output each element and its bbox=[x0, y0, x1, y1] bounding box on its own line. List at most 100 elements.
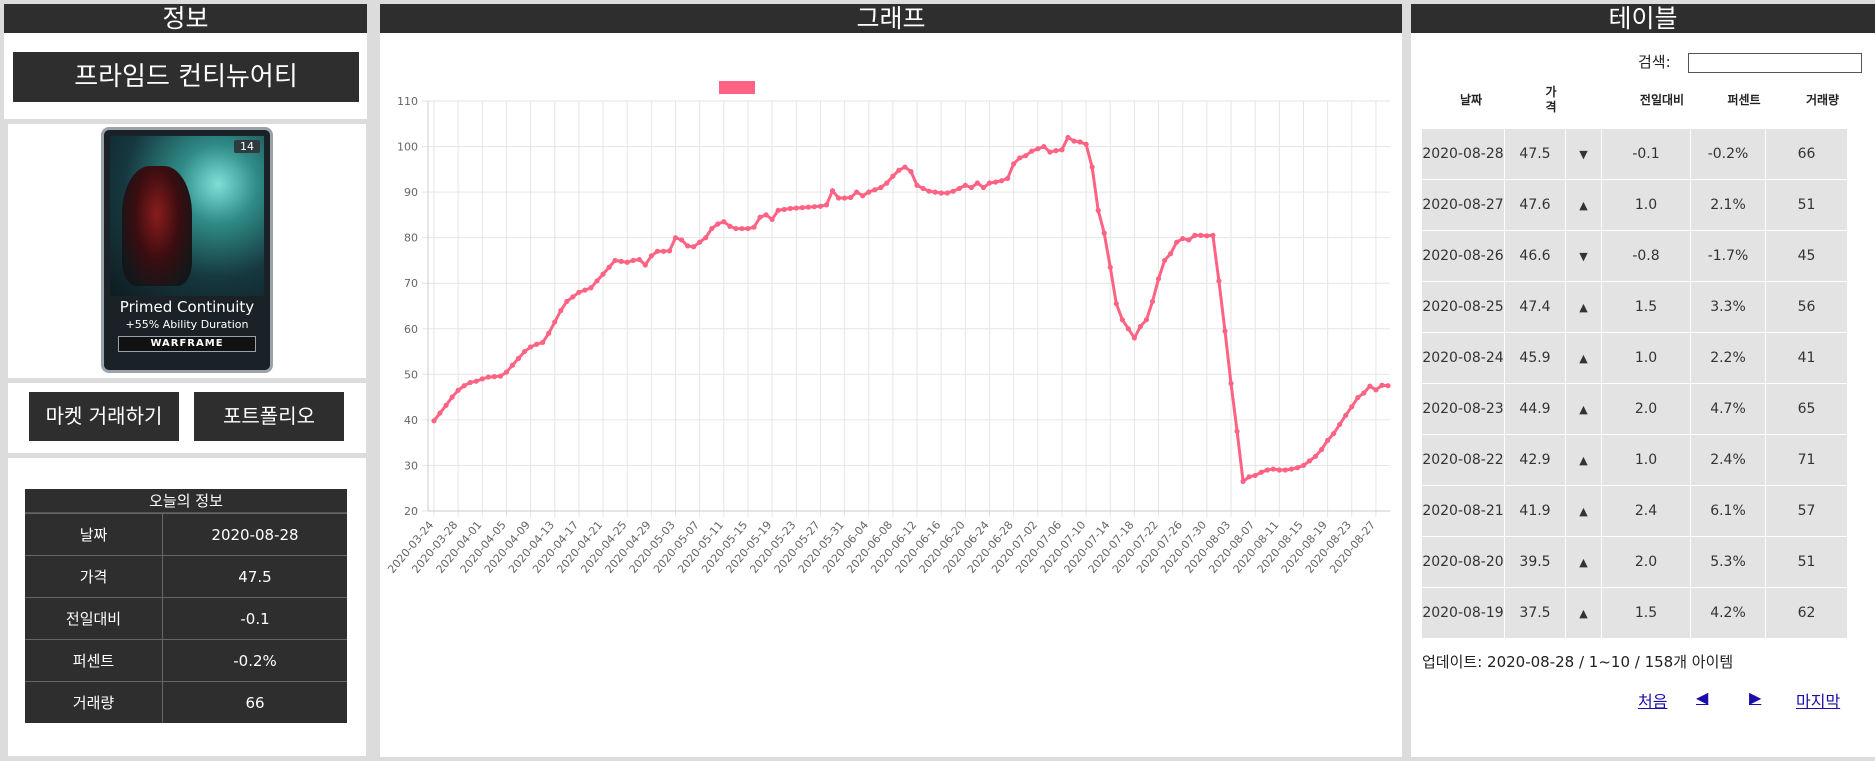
price-point[interactable] bbox=[841, 195, 848, 201]
price-point[interactable] bbox=[860, 193, 866, 199]
price-point[interactable] bbox=[437, 410, 443, 416]
price-point[interactable] bbox=[521, 348, 528, 355]
price-point[interactable] bbox=[926, 188, 932, 194]
price-point[interactable] bbox=[1355, 394, 1361, 401]
price-point[interactable] bbox=[848, 194, 854, 201]
pager-next[interactable]: ▶ bbox=[1749, 688, 1762, 707]
price-point[interactable] bbox=[811, 204, 817, 210]
price-point[interactable] bbox=[1035, 146, 1041, 152]
price-point[interactable] bbox=[1023, 153, 1029, 159]
price-point[interactable] bbox=[630, 257, 636, 264]
price-point[interactable] bbox=[455, 387, 461, 393]
price-point[interactable] bbox=[938, 190, 944, 196]
price-point[interactable] bbox=[1065, 134, 1071, 141]
price-point[interactable] bbox=[962, 182, 968, 188]
price-point[interactable] bbox=[884, 180, 890, 186]
price-point[interactable] bbox=[793, 205, 799, 211]
price-point[interactable] bbox=[703, 235, 709, 241]
price-point[interactable] bbox=[618, 258, 624, 264]
portfolio-button[interactable]: 포트폴리오 bbox=[194, 392, 344, 441]
price-point[interactable] bbox=[715, 221, 721, 227]
price-point[interactable] bbox=[1029, 148, 1035, 154]
col-header-volume[interactable]: 거래량 bbox=[1805, 93, 1840, 107]
price-point[interactable] bbox=[1168, 251, 1174, 257]
pager-prev[interactable]: ◀ bbox=[1696, 688, 1709, 707]
legend-swatch[interactable] bbox=[719, 81, 755, 94]
price-point[interactable] bbox=[1349, 404, 1355, 410]
price-point[interactable] bbox=[872, 187, 878, 193]
price-point[interactable] bbox=[1041, 143, 1047, 150]
price-point[interactable] bbox=[1149, 298, 1156, 305]
price-point[interactable] bbox=[1325, 437, 1331, 443]
price-point[interactable] bbox=[558, 307, 564, 314]
col-header-price[interactable]: 가 격 bbox=[1545, 85, 1557, 114]
price-point[interactable] bbox=[479, 376, 485, 382]
price-point[interactable] bbox=[443, 402, 449, 408]
market-trade-button[interactable]: 마켓 거래하기 bbox=[29, 392, 179, 441]
price-point[interactable] bbox=[1180, 235, 1186, 242]
price-point[interactable] bbox=[654, 248, 661, 254]
price-point[interactable] bbox=[787, 205, 793, 212]
price-point[interactable] bbox=[1059, 147, 1065, 153]
price-point[interactable] bbox=[914, 182, 920, 188]
price-point[interactable] bbox=[1216, 278, 1222, 284]
price-point[interactable] bbox=[624, 259, 630, 265]
col-header-date[interactable]: 날짜 bbox=[1459, 93, 1483, 107]
price-point[interactable] bbox=[1331, 430, 1337, 437]
price-point[interactable] bbox=[1174, 239, 1180, 245]
price-point[interactable] bbox=[1101, 230, 1107, 236]
price-point[interactable] bbox=[1282, 467, 1288, 473]
price-point[interactable] bbox=[678, 237, 685, 243]
price-point[interactable] bbox=[1053, 148, 1059, 154]
price-point[interactable] bbox=[1210, 232, 1216, 238]
price-point[interactable] bbox=[854, 189, 860, 195]
price-point[interactable] bbox=[1252, 472, 1258, 479]
price-point[interactable] bbox=[467, 379, 473, 386]
price-point[interactable] bbox=[582, 287, 588, 293]
price-point[interactable] bbox=[980, 184, 987, 191]
price-point[interactable] bbox=[757, 214, 763, 220]
price-point[interactable] bbox=[733, 225, 739, 232]
price-point[interactable] bbox=[461, 383, 467, 389]
price-point[interactable] bbox=[1186, 237, 1192, 243]
price-point[interactable] bbox=[684, 243, 691, 249]
price-point[interactable] bbox=[636, 256, 642, 263]
price-point[interactable] bbox=[709, 225, 715, 232]
price-point[interactable] bbox=[998, 178, 1005, 184]
price-point[interactable] bbox=[727, 223, 733, 229]
price-point[interactable] bbox=[908, 169, 914, 175]
price-point[interactable] bbox=[920, 185, 926, 192]
price-point[interactable] bbox=[594, 278, 600, 284]
price-point[interactable] bbox=[509, 362, 516, 368]
price-point[interactable] bbox=[817, 203, 824, 209]
price-point[interactable] bbox=[431, 418, 437, 424]
price-point[interactable] bbox=[896, 167, 902, 173]
price-point[interactable] bbox=[956, 185, 962, 192]
price-point[interactable] bbox=[1337, 421, 1343, 428]
price-point[interactable] bbox=[739, 225, 745, 232]
price-point[interactable] bbox=[1270, 466, 1276, 472]
price-point[interactable] bbox=[503, 369, 510, 375]
price-point[interactable] bbox=[1318, 446, 1325, 453]
search-input[interactable] bbox=[1688, 53, 1862, 73]
price-point[interactable] bbox=[1017, 155, 1023, 161]
price-point[interactable] bbox=[1113, 301, 1119, 307]
price-point[interactable] bbox=[1234, 428, 1240, 434]
price-point[interactable] bbox=[1011, 161, 1017, 167]
price-point[interactable] bbox=[950, 188, 956, 194]
price-point[interactable] bbox=[1204, 233, 1210, 239]
price-point[interactable] bbox=[540, 339, 546, 346]
col-header-diff[interactable]: 전일대비 bbox=[1639, 93, 1685, 107]
price-point[interactable] bbox=[1367, 383, 1373, 389]
price-point[interactable] bbox=[697, 239, 703, 245]
price-point[interactable] bbox=[1300, 462, 1307, 469]
price-point[interactable] bbox=[1143, 317, 1150, 323]
price-point[interactable] bbox=[691, 244, 697, 250]
price-point[interactable] bbox=[992, 179, 999, 185]
price-point[interactable] bbox=[515, 355, 522, 361]
price-point[interactable] bbox=[1198, 232, 1204, 238]
price-point[interactable] bbox=[528, 344, 534, 350]
price-point[interactable] bbox=[775, 207, 781, 213]
price-point[interactable] bbox=[1373, 387, 1379, 393]
pager-last[interactable]: 마지막 bbox=[1796, 692, 1841, 711]
